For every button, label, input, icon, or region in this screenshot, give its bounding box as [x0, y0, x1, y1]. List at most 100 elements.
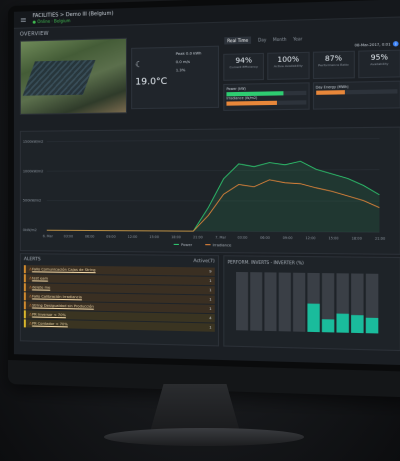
moon-icon: ☾ — [135, 59, 143, 70]
kpi-label: Performance Ratio — [318, 62, 349, 68]
perf-bar-bg — [278, 272, 291, 332]
plant-photo — [19, 37, 127, 115]
weather-stat-2: 0.0 m/s — [175, 59, 190, 65]
perf-bar-bg — [293, 272, 306, 332]
monitor: ≡ FACILITIES > Demo III (Belgium) ● Onli… — [8, 0, 400, 398]
kpi-card: 87% Performance Ratio — [312, 50, 355, 80]
legend-label: Power — [181, 243, 193, 247]
monitor-stand — [150, 384, 240, 432]
x-tick-label: 03:00 — [64, 234, 73, 238]
x-tick-label: 12:00 — [128, 235, 137, 239]
x-tick-label: 06:00 — [85, 235, 94, 239]
perf-bar — [351, 315, 364, 334]
x-tick-label: 06:00 — [260, 236, 270, 240]
monitor-base — [104, 428, 304, 446]
x-tick-label: 18:00 — [171, 235, 181, 239]
power-chart-svg: 1500kW/m2 1000kW/m2 500kW/m2 0kW/m2 6. Mar 03… — [23, 128, 385, 247]
performance-title: PERFORM. INVERTS - INVERTER (%) — [227, 259, 304, 266]
progress-row: Power (kW) Irradiance (W/m2) Day Energy … — [223, 80, 400, 111]
alerts-header: ALERTS Active(7) — [24, 257, 215, 264]
alert-text[interactable]: Fallo Comunicación Cajas de String — [32, 267, 96, 273]
alert-count: 1 — [209, 288, 212, 293]
temperature: 19.0°C — [135, 76, 168, 88]
perf-bar-bg — [236, 271, 249, 331]
x-tick-label: 21:00 — [375, 236, 385, 240]
alerts-list: ⚠ Fallo Comunicación Cajas de String 9 ⚠ t… — [23, 265, 215, 332]
weather-stat-1: Peak 0.0 kWh — [175, 51, 202, 57]
energy-bar — [315, 89, 398, 95]
tab-real-time[interactable]: Real Time — [224, 35, 252, 44]
x-tick-label: 6. Mar — [43, 234, 54, 238]
alerts-title: ALERTS — [23, 257, 41, 263]
x-tick-label: 15:00 — [328, 236, 338, 240]
perf-bar — [307, 303, 320, 333]
x-tick-label: 15:00 — [149, 235, 159, 239]
weather-and-kpis: ☾ 19.0°C Peak 0.0 kWh 0.0 m/s 1.3% 08-Ma… — [131, 41, 400, 111]
bottom-row: ALERTS Active(7) ⚠ Fallo Comunicación Caj… — [14, 253, 400, 352]
x-tick-label: 7. Mar — [215, 235, 226, 239]
power-chart: 1500kW/m2 1000kW/m2 500kW/m2 0kW/m2 6. Mar 03… — [19, 126, 400, 255]
alert-text[interactable]: PR Contador < 70% — [32, 321, 68, 327]
alert-count: 9 — [209, 269, 212, 274]
tab-day[interactable]: Day — [257, 36, 267, 43]
x-tick-label: 21:00 — [193, 235, 203, 239]
perf-bar — [321, 319, 335, 333]
breadcrumb-status: ● Online · Belgium — [32, 18, 71, 25]
info-icon[interactable]: i — [392, 41, 399, 47]
tab-month[interactable]: Month — [272, 36, 287, 42]
perf-bar — [365, 317, 379, 334]
perf-bar-bg — [264, 272, 277, 332]
gridline — [47, 139, 380, 142]
kpi-row: 94% Current Efficiency 100% Active Availab… — [223, 49, 400, 81]
y-tick-label: 500kW/m2 — [23, 199, 41, 203]
perf-bar-bg — [250, 272, 263, 331]
alert-count: 1 — [209, 306, 212, 312]
x-tick-label: 09:00 — [283, 236, 293, 240]
x-tick-label: 18:00 — [352, 236, 362, 240]
weather-stat-3: 1.3% — [175, 68, 186, 73]
x-tick-label: 09:00 — [106, 235, 115, 239]
x-tick-label: 03:00 — [238, 236, 248, 240]
breadcrumb[interactable]: FACILITIES > Demo III (Belgium) ● Online… — [33, 11, 114, 26]
alert-text[interactable]: String Desigualdad sin Producción — [32, 303, 94, 309]
y-tick-label: 1500kW/m2 — [23, 140, 44, 144]
energy-bar-fill — [315, 90, 345, 95]
power-irradiance-box: Power (kW) Irradiance (W/m2) — [223, 82, 310, 111]
gridline — [47, 170, 380, 171]
alerts-total: Active(7) — [193, 259, 215, 265]
performance-panel: PERFORM. INVERTS - INVERTER (%) — [223, 255, 400, 352]
kpi-label: Availability — [370, 61, 389, 67]
y-tick-label: 1000kW/m2 — [23, 169, 44, 173]
performance-chart — [236, 271, 379, 334]
kpi-label: Active Availability — [273, 63, 303, 69]
kpi-card: 94% Current Efficiency — [223, 52, 265, 81]
alert-count: 4 — [209, 316, 212, 321]
alerts-panel: ALERTS Active(7) ⚠ Fallo Comunicación Caj… — [19, 253, 220, 347]
irradiance-bar-fill — [226, 100, 277, 106]
date-text: 08-Mar-2017, 0:01 — [354, 42, 391, 48]
irradiance-bar — [226, 100, 306, 106]
weather-card: ☾ 19.0°C Peak 0.0 kWh 0.0 m/s 1.3% — [131, 45, 220, 110]
kpi-card: 100% Active Availability — [267, 51, 310, 80]
alert-count: 1 — [209, 297, 212, 302]
series-area — [46, 160, 380, 233]
hamburger-icon[interactable]: ≡ — [19, 14, 27, 25]
alert-count: 1 — [209, 325, 212, 330]
dashboard-screen: ≡ FACILITIES > Demo III (Belgium) ● Onli… — [13, 0, 400, 366]
legend-label: Irradiance — [213, 243, 232, 247]
perf-bar — [336, 313, 349, 333]
kpi-card: 95% Availability — [357, 49, 400, 79]
x-tick-label: 12:00 — [305, 236, 315, 240]
overview-row: Real Time Day Month Year ☾ 19.0°C Peak 0… — [14, 30, 400, 129]
y-tick-label: 0kW/m2 — [23, 228, 37, 232]
alert-text[interactable]: Fallo Calibración Irradiancia — [32, 294, 82, 300]
overview-panel: Real Time Day Month Year ☾ 19.0°C Peak 0… — [131, 30, 400, 127]
alert-text[interactable]: test eam — [32, 276, 48, 281]
kpi-area: 08-Mar-2017, 0:01 i 94% Current Efficiency… — [223, 41, 400, 111]
kpi-label: Current Efficiency — [229, 64, 259, 70]
alert-count: 1 — [209, 278, 212, 284]
tab-year[interactable]: Year — [293, 35, 303, 42]
energy-box: Day Energy (MWh) — [312, 80, 400, 110]
alert-text[interactable]: delete me — [32, 285, 51, 290]
